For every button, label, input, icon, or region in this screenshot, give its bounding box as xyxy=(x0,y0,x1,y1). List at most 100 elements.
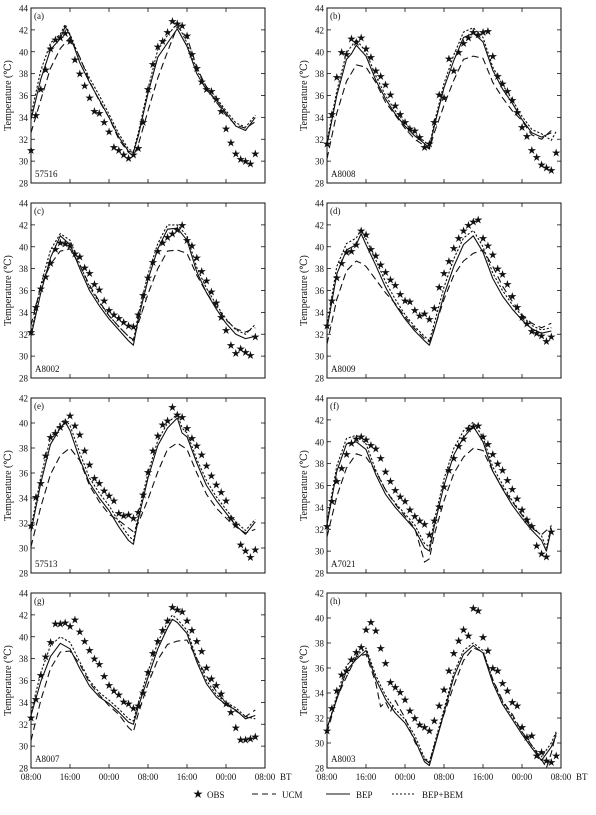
obs-point: ★ xyxy=(158,237,168,249)
obs-point: ★ xyxy=(454,233,464,245)
obs-point: ★ xyxy=(483,241,493,253)
series-bep-bem xyxy=(326,228,552,342)
obs-point: ★ xyxy=(187,625,197,637)
y-tick-label: 40 xyxy=(19,47,29,57)
series-bep xyxy=(30,227,256,346)
obs-point: ★ xyxy=(429,117,439,129)
y-tick-label: 28 xyxy=(315,569,325,579)
y-tick-label: 42 xyxy=(315,220,324,230)
obs-point: ★ xyxy=(473,29,483,41)
obs-point: ★ xyxy=(346,438,356,450)
obs-point: ★ xyxy=(99,671,109,683)
obs-point: ★ xyxy=(231,723,241,735)
obs-point: ★ xyxy=(410,126,420,138)
y-tick-label: 42 xyxy=(19,610,28,620)
obs-point: ★ xyxy=(65,621,75,633)
obs-point: ★ xyxy=(80,636,90,648)
obs-point: ★ xyxy=(527,731,537,743)
obs-point: ★ xyxy=(26,521,36,533)
obs-point: ★ xyxy=(202,461,212,473)
obs-point: ★ xyxy=(133,143,143,155)
obs-point: ★ xyxy=(488,449,498,461)
y-tick-label: 38 xyxy=(315,264,325,274)
obs-point: ★ xyxy=(206,287,216,299)
station-id: 57513 xyxy=(35,559,58,569)
obs-point: ★ xyxy=(70,54,80,66)
x-tick-label: 08:00 xyxy=(255,772,276,782)
obs-point: ★ xyxy=(226,340,236,352)
obs-point: ★ xyxy=(454,47,464,59)
obs-point: ★ xyxy=(163,27,173,39)
obs-point: ★ xyxy=(231,148,241,160)
obs-point: ★ xyxy=(177,607,187,619)
x-tick-label: 00:00 xyxy=(512,772,533,782)
panel-h: 28 30 32 34 36 38 40 42 08:00 16:00 00:00 08:00 16:0… xyxy=(299,589,588,783)
obs-point: ★ xyxy=(356,225,366,237)
y-tick-label: 42 xyxy=(19,394,28,404)
panel-label: (c) xyxy=(34,206,44,216)
y-axis-label: Temperature (℃) xyxy=(299,60,310,131)
y-tick-label: 40 xyxy=(315,242,325,252)
obs-point: ★ xyxy=(405,296,415,308)
series-ucm xyxy=(30,248,256,341)
obs-point: ★ xyxy=(94,659,104,671)
obs-point: ★ xyxy=(532,751,542,763)
obs-point: ★ xyxy=(434,501,444,513)
obs-point: ★ xyxy=(366,52,376,64)
panel-a: 28 30 32 34 36 38 40 42 44 Temperature (℃) (a) 5751… xyxy=(3,4,266,189)
series-bep xyxy=(326,644,557,767)
panel-c: 28 30 32 34 36 38 40 42 44 Temperature (℃) (c) A800… xyxy=(3,199,266,384)
obs-point: ★ xyxy=(167,402,177,414)
obs-point: ★ xyxy=(109,142,119,154)
x-tick-label: 16:00 xyxy=(177,772,198,782)
obs-point: ★ xyxy=(454,636,464,648)
obs-point: ★ xyxy=(449,65,459,77)
obs-point: ★ xyxy=(346,654,356,666)
panel-label: (a) xyxy=(34,11,44,21)
panel-d: 28 30 32 34 36 38 40 42 44 Temperature (℃) (d) A800… xyxy=(299,199,562,384)
y-tick-label: 30 xyxy=(315,157,325,167)
obs-point: ★ xyxy=(449,453,459,465)
obs-point: ★ xyxy=(322,521,332,533)
y-axis-label: Temperature (℃) xyxy=(3,450,14,521)
y-tick-label: 44 xyxy=(19,4,29,14)
y-tick-label: 38 xyxy=(315,639,325,649)
panel-e: 28 30 32 34 36 38 40 42 Temperature (℃) (e) 57513 ★… xyxy=(3,394,266,579)
y-tick-label: 34 xyxy=(315,503,325,513)
obs-point: ★ xyxy=(507,291,517,303)
obs-point: ★ xyxy=(459,433,469,445)
obs-point: ★ xyxy=(177,220,187,232)
obs-point: ★ xyxy=(241,156,251,168)
obs-point: ★ xyxy=(124,698,134,710)
obs-point: ★ xyxy=(36,478,46,490)
obs-point: ★ xyxy=(337,258,347,270)
obs-point: ★ xyxy=(420,519,430,531)
obs-point: ★ xyxy=(551,751,561,763)
y-tick-label: 30 xyxy=(19,742,29,752)
obs-point: ★ xyxy=(236,735,246,747)
obs-point: ★ xyxy=(60,618,70,630)
obs-point: ★ xyxy=(498,678,508,690)
obs-point: ★ xyxy=(478,27,488,39)
obs-point: ★ xyxy=(143,467,153,479)
y-tick-label: 36 xyxy=(315,91,325,101)
obs-point: ★ xyxy=(231,519,241,531)
obs-point: ★ xyxy=(245,552,255,564)
obs-point: ★ xyxy=(468,217,478,229)
obs-point: ★ xyxy=(415,311,425,323)
y-axis-label: Temperature (℃) xyxy=(299,255,310,326)
y-tick-label: 38 xyxy=(19,444,29,454)
obs-point: ★ xyxy=(250,544,260,556)
obs-point: ★ xyxy=(85,645,95,657)
y-tick-label: 28 xyxy=(19,764,29,774)
obs-point: ★ xyxy=(478,632,488,644)
obs-point: ★ xyxy=(75,252,85,264)
obs-point: ★ xyxy=(158,625,168,637)
obs-point: ★ xyxy=(124,153,134,165)
y-tick-label: 28 xyxy=(19,179,29,189)
obs-point: ★ xyxy=(390,280,400,292)
obs-point: ★ xyxy=(65,36,75,48)
panel-b: 28 30 32 34 36 38 40 42 44 Temperature (℃) (b) A800… xyxy=(299,4,562,189)
obs-point: ★ xyxy=(459,624,469,636)
